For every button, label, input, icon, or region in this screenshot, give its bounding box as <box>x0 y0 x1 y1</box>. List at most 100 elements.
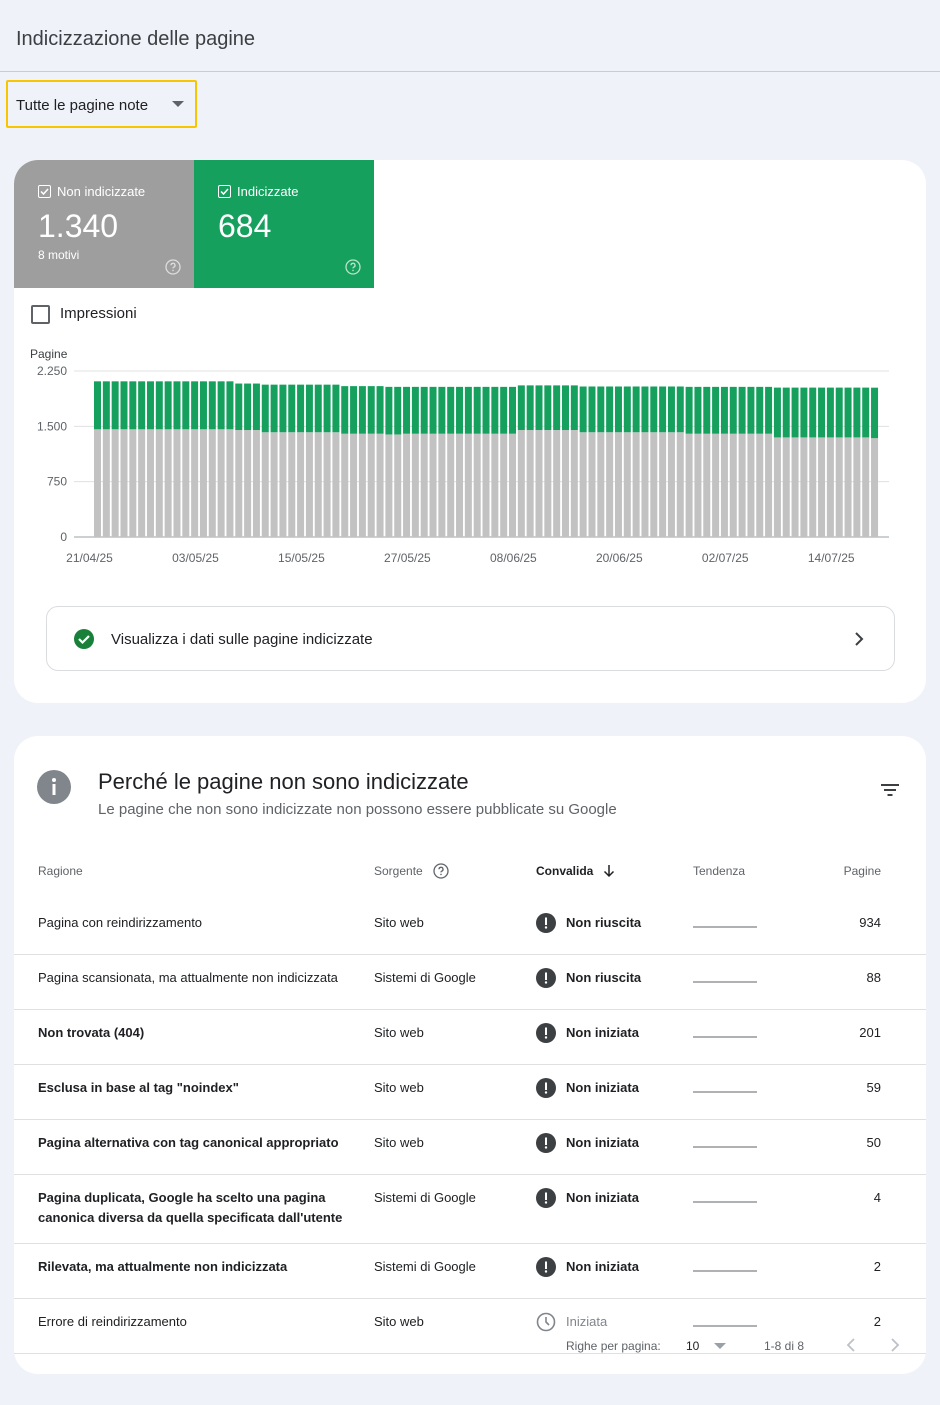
rows-per-page-label: Righe per pagina: <box>566 1339 661 1353</box>
bar-segment <box>411 386 419 434</box>
reasons-subtitle: Le pagine che non sono indicizzate non p… <box>98 801 617 818</box>
source: Sito web <box>374 1314 424 1329</box>
bar-segment <box>509 386 517 434</box>
bar-segment <box>862 437 870 537</box>
table-row[interactable]: Non trovata (404) Sito web Non iniziata 201 <box>14 1009 926 1064</box>
bar-segment <box>341 386 349 434</box>
bar-segment <box>182 381 190 430</box>
bar-segment <box>729 386 737 434</box>
status-icon <box>536 913 556 933</box>
alert-bar <box>545 1261 547 1269</box>
bar-segment <box>597 432 605 537</box>
bar-segment <box>394 434 402 537</box>
help-icon[interactable] <box>165 259 181 275</box>
help-icon[interactable] <box>345 259 361 275</box>
validation-cell: Non riuscita <box>536 968 693 994</box>
bar-segment <box>659 432 667 537</box>
bar-segment <box>606 432 614 537</box>
bar-segment <box>350 433 358 537</box>
bar-segment <box>561 430 569 537</box>
table-row[interactable]: Pagina con reindirizzamento Sito web Non r… <box>14 900 926 954</box>
bar-segment <box>288 384 296 433</box>
bar-segment <box>614 386 622 433</box>
bar-segment <box>305 432 313 537</box>
bar-segment <box>464 386 472 434</box>
table-row[interactable]: Errore di reindirizzamento Sito web Inizia… <box>14 1298 926 1353</box>
rows-per-page[interactable]: 10 <box>686 1339 700 1353</box>
bar-segment <box>350 386 358 434</box>
status-icon <box>536 1023 556 1043</box>
bar-segment <box>173 429 181 537</box>
bar-segment <box>659 386 667 433</box>
alert-dot <box>544 981 548 984</box>
bar-segment <box>853 437 861 537</box>
trend-sparkline <box>693 1325 757 1327</box>
table-row[interactable]: Esclusa in base al tag "noindex" Sito web… <box>14 1064 926 1119</box>
prev-page[interactable] <box>846 1338 856 1352</box>
x-tick-label: 08/06/25 <box>490 551 537 565</box>
status-icon <box>536 1257 556 1277</box>
bar-segment <box>191 381 199 430</box>
tile-indexed[interactable]: Indicizzate 684 <box>194 160 374 288</box>
y-axis-label: Pagine <box>30 347 68 361</box>
bar-segment <box>217 381 225 430</box>
status-icon <box>536 1312 556 1332</box>
help-icon[interactable] <box>433 863 449 879</box>
bar-segment <box>191 429 199 537</box>
bar-segment <box>226 429 234 537</box>
bar-segment <box>491 386 499 434</box>
trend-sparkline <box>693 926 757 928</box>
pages: 934 <box>859 915 881 930</box>
validation-cell: Non iniziata <box>536 1023 693 1049</box>
sort-arrow <box>604 865 615 878</box>
table-row[interactable]: Pagina duplicata, Google ha scelto una p… <box>14 1174 926 1243</box>
bar-segment <box>438 433 446 537</box>
filter-icon[interactable] <box>880 783 900 797</box>
bar-segment <box>297 432 305 537</box>
reason: Esclusa in base al tag "noindex" <box>38 1080 239 1095</box>
x-tick-label: 02/07/25 <box>702 551 749 565</box>
indexed-link[interactable]: Visualizza i dati sulle pagine indicizza… <box>46 606 895 671</box>
clock-hands <box>545 1317 550 1326</box>
bar-segment <box>738 433 746 537</box>
bar-segment <box>376 386 384 434</box>
bar-segment <box>244 383 252 431</box>
bar-segment <box>173 381 181 430</box>
bar-segment <box>756 433 764 537</box>
bar-segment <box>217 429 225 537</box>
validation: Non riuscita <box>566 970 642 985</box>
bar-segment <box>94 381 101 430</box>
bar-segment <box>120 381 128 430</box>
bar-segment <box>614 432 622 537</box>
bar-segment <box>782 387 790 438</box>
col-header-cell[interactable]: Convalida <box>536 864 693 882</box>
bar-segment <box>579 432 587 537</box>
tile-not-indexed[interactable]: Non indicizzate 1.340 8 motivi <box>14 160 194 288</box>
bar-segment <box>403 386 411 434</box>
table-row[interactable]: Rilevata, ma attualmente non indicizzata… <box>14 1243 926 1298</box>
bar-segment <box>129 381 137 430</box>
bar-segment <box>208 381 216 430</box>
next-page[interactable] <box>890 1338 900 1352</box>
bar-segment <box>138 429 146 537</box>
bar-segment <box>694 386 702 434</box>
trend-cell <box>693 1133 793 1159</box>
col-header: Convalida <box>536 864 594 878</box>
x-tick-label: 15/05/25 <box>278 551 325 565</box>
bar-segment <box>146 381 154 430</box>
alert-bar <box>545 1192 547 1200</box>
validation: Non iniziata <box>566 1080 639 1095</box>
tile-value: 1.340 <box>38 208 119 244</box>
table-row[interactable]: Pagina alternativa con tag canonical app… <box>14 1119 926 1174</box>
impressions-checkbox[interactable] <box>31 305 50 324</box>
table-row[interactable]: Pagina scansionata, ma attualmente non i… <box>14 954 926 1009</box>
bar-segment <box>491 433 499 537</box>
bar-segment <box>650 386 658 433</box>
col-header: Sorgente <box>374 864 423 878</box>
filter-dropdown[interactable]: Tutte le pagine note <box>6 80 197 128</box>
bar-segment <box>367 386 375 434</box>
trend-cell <box>693 913 793 939</box>
bar-segment <box>597 386 605 433</box>
bar-segment <box>641 386 649 433</box>
